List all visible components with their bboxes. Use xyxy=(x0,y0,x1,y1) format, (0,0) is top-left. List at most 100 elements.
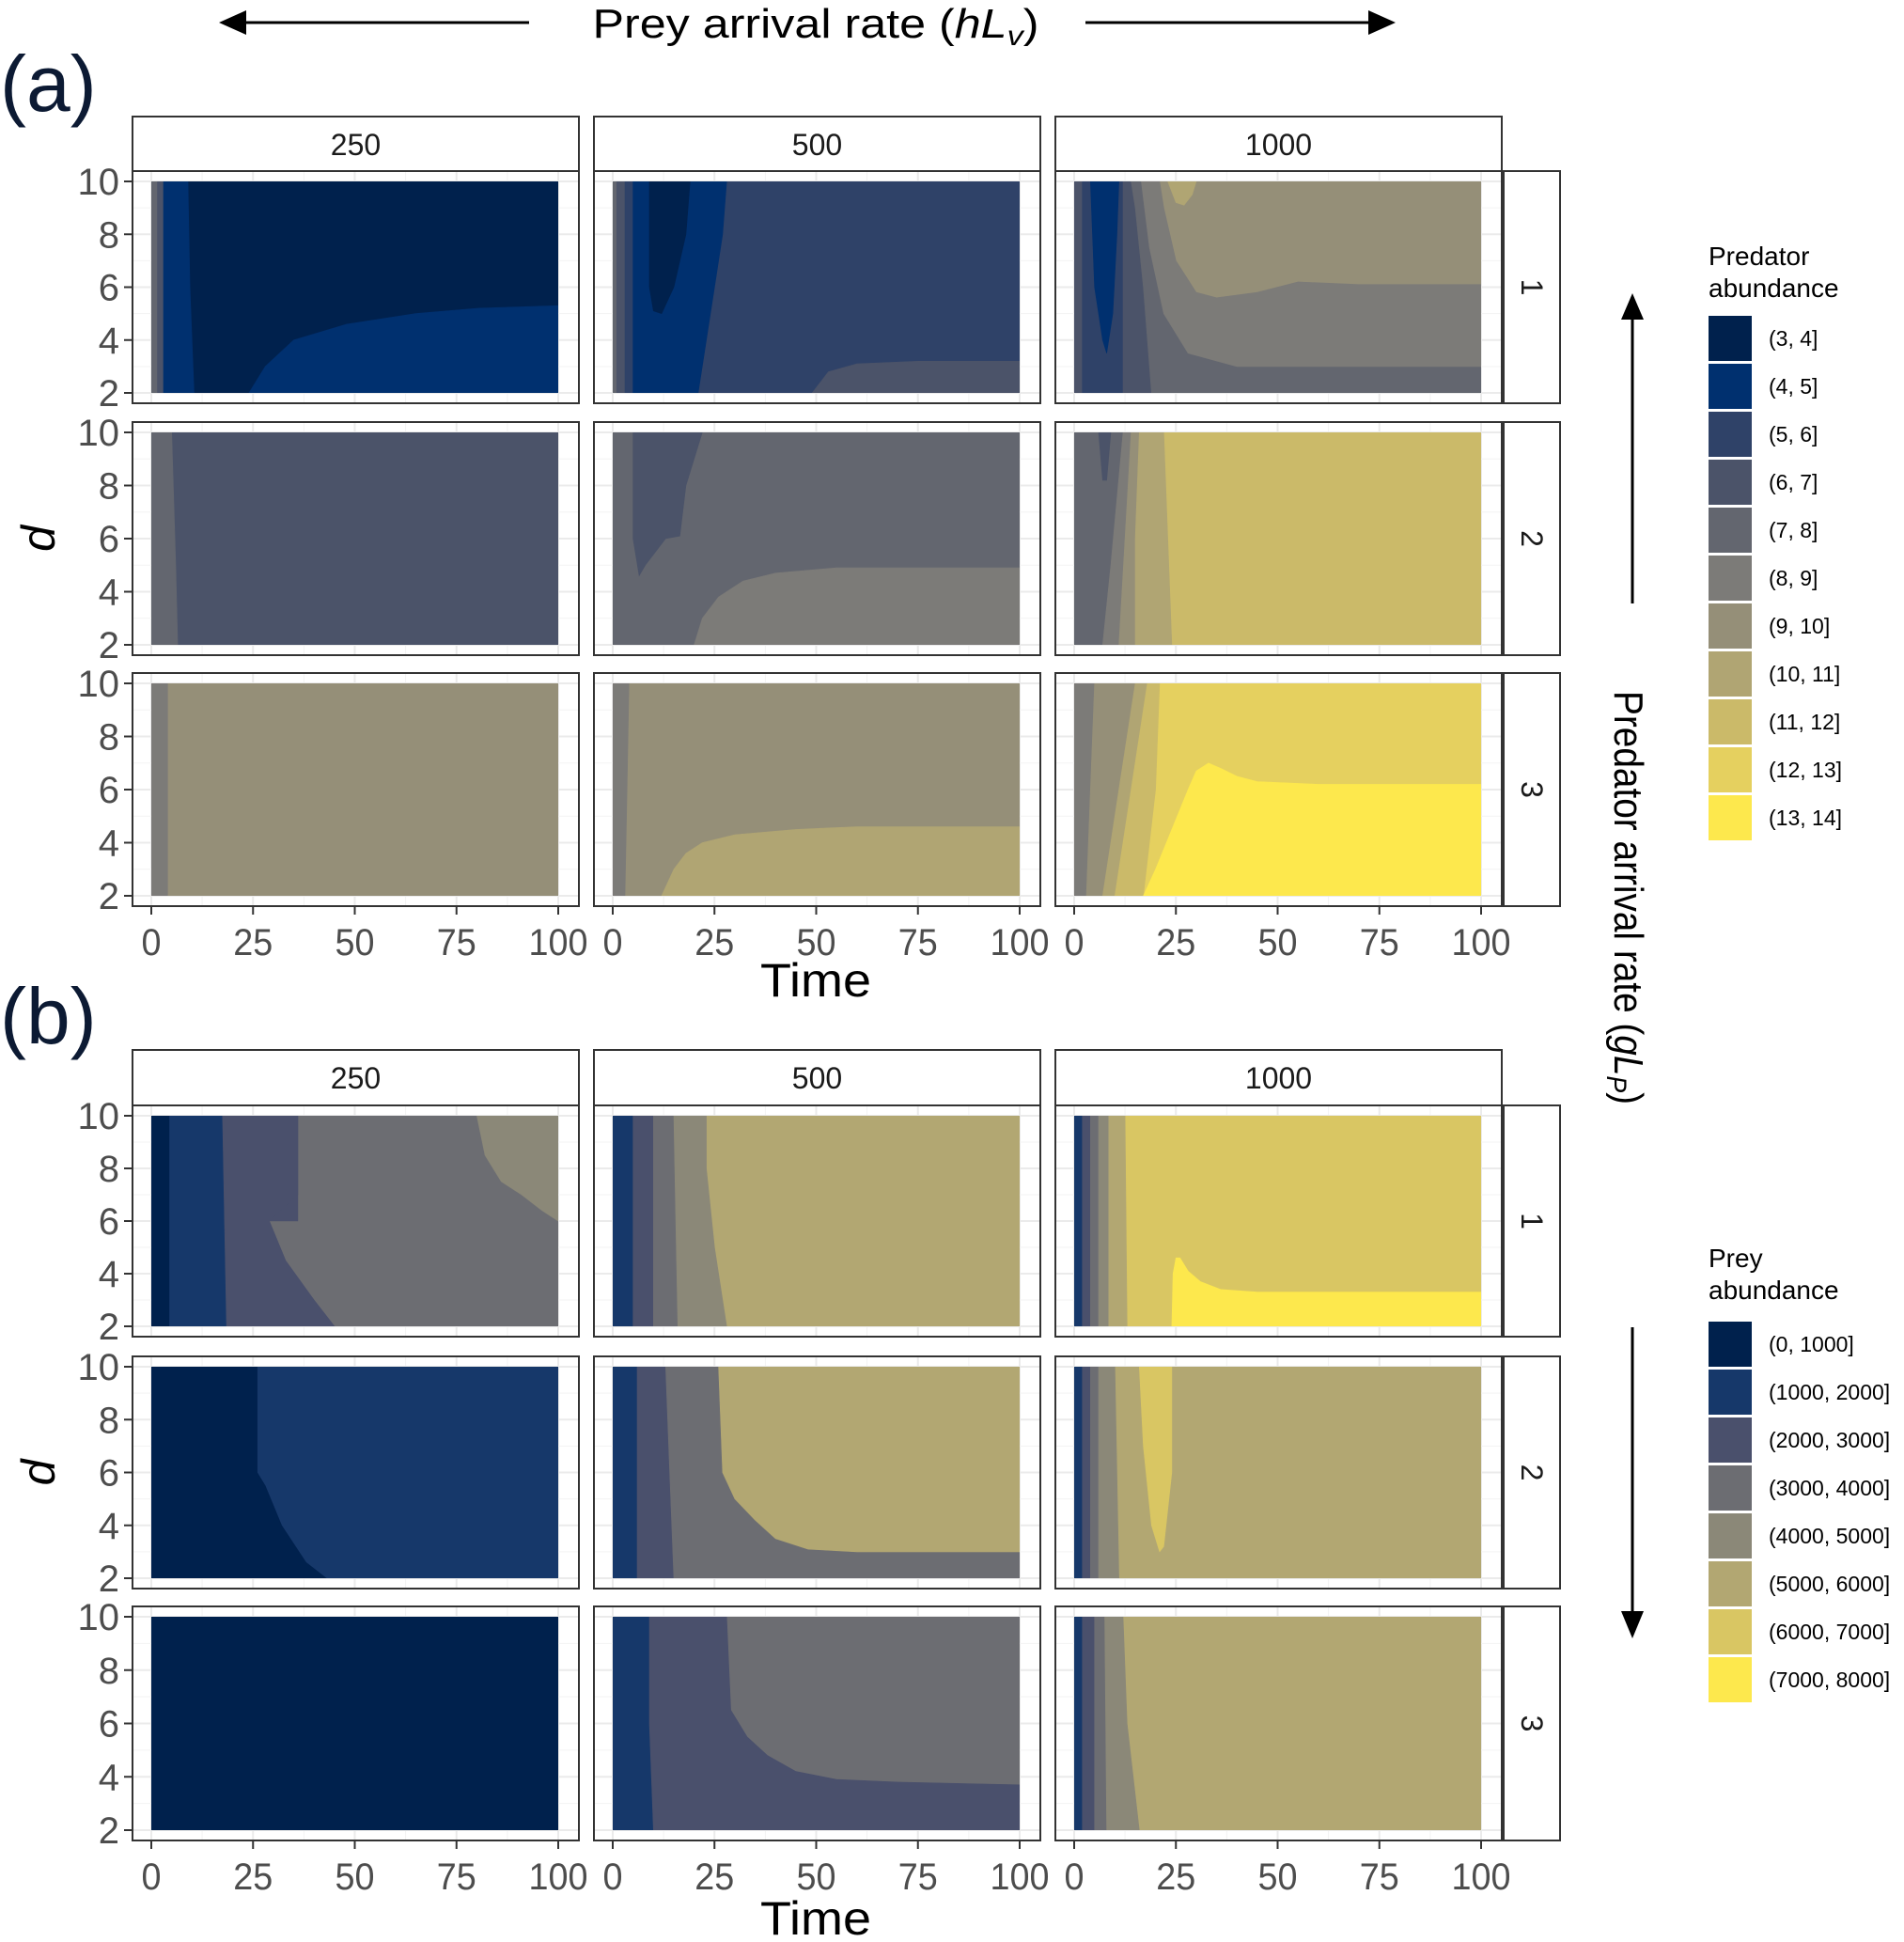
y-tick-label: 6 xyxy=(99,770,119,811)
x-tick-label: 100 xyxy=(991,1856,1050,1898)
panel-border xyxy=(593,421,1041,656)
panel-b-r3-c2: 0 25 50 75 100 xyxy=(593,1605,1050,1898)
y-tick-label: 10 xyxy=(78,1347,120,1388)
panel-b-r2-c2 xyxy=(593,1355,1041,1590)
x-tick-label: 50 xyxy=(1258,922,1298,963)
legend-item: (10, 11] xyxy=(1709,651,1840,697)
legend-swatch xyxy=(1709,1322,1752,1367)
contour-region-level-1 xyxy=(163,181,195,393)
y-tick-label: 4 xyxy=(99,823,119,865)
contour-regions xyxy=(151,432,179,645)
panel-b-r2-c1: 2 4 6 8 10 xyxy=(78,1347,580,1600)
legend-item: (0, 1000] xyxy=(1709,1322,1854,1367)
panel-border xyxy=(593,1104,1041,1338)
contour-region-level-1 xyxy=(613,1617,654,1830)
legend-label: (4, 5] xyxy=(1769,374,1818,399)
contour-region-level-2 xyxy=(648,1617,1020,1830)
row-strip-2: 2 xyxy=(1503,1355,1561,1590)
contour-region-level-5 xyxy=(151,683,168,896)
x-tick-label: 25 xyxy=(233,1856,273,1898)
panel-b-r1-c3 xyxy=(1054,1104,1503,1338)
legend-label: (6000, 7000] xyxy=(1769,1620,1890,1644)
y-tick-label: 10 xyxy=(78,1597,120,1638)
legend-label: (2000, 3000] xyxy=(1769,1428,1890,1452)
contour-region-level-5 xyxy=(1141,181,1481,368)
legend-label: (7000, 8000] xyxy=(1769,1668,1890,1692)
down-arrow-icon xyxy=(1621,1611,1644,1638)
y-tick-label: 6 xyxy=(99,1201,119,1243)
legend-item: (6000, 7000] xyxy=(1709,1609,1890,1654)
y-tick-label: 2 xyxy=(99,625,119,666)
col-strip-box xyxy=(593,1049,1041,1106)
row-strip-3: 3 xyxy=(1503,672,1561,907)
y-tick-label: 6 xyxy=(99,1453,119,1495)
y-tick-label: 8 xyxy=(99,1651,119,1692)
panel-a-r2-c3 xyxy=(1054,421,1503,656)
panel-border xyxy=(1054,170,1503,404)
y-tick-label: 4 xyxy=(99,1757,119,1798)
legend-item: (8, 9] xyxy=(1709,556,1818,601)
legend-swatch xyxy=(1709,412,1752,457)
contour-region-level-8 xyxy=(1114,683,1161,896)
x-tick-label: 50 xyxy=(336,1856,375,1898)
contour-region-level-2 xyxy=(624,181,633,393)
contour-regions xyxy=(1074,1367,1173,1578)
contour-regions xyxy=(613,432,1020,645)
contour-regions xyxy=(151,181,558,393)
x-tick-label: 0 xyxy=(1065,1856,1085,1898)
contour-region-level-2 xyxy=(632,1116,654,1326)
y-tick-label: 2 xyxy=(99,1307,119,1348)
legend-item: (13, 14] xyxy=(1709,795,1842,840)
legend-item: (5, 6] xyxy=(1709,412,1818,457)
contour-regions xyxy=(613,1116,727,1326)
panel-border xyxy=(593,170,1041,404)
legend-a: Predator abundance (3, 4] (4, 5] (5, 6] (6, 7… xyxy=(1709,242,1842,840)
legend-b: Prey abundance (0, 1000] (1000, 2000] (2000,… xyxy=(1709,1244,1890,1702)
row-strip-label: 1 xyxy=(1515,1213,1549,1229)
legend-swatch xyxy=(1709,747,1752,792)
y-tick-label: 2 xyxy=(99,876,119,917)
legend-swatch xyxy=(1709,316,1752,361)
contour-region-level-4 xyxy=(673,1116,727,1326)
y-axis-title: d xyxy=(12,524,65,552)
legend-swatch xyxy=(1709,364,1752,409)
col-strip-500: 500 xyxy=(593,116,1041,172)
contour-region-level-5 xyxy=(694,567,1020,645)
row-strip-box xyxy=(1503,170,1561,404)
y-tick-label: 10 xyxy=(78,413,120,454)
legend-label: (5, 6] xyxy=(1769,422,1818,446)
col-strip-250: 250 xyxy=(132,116,580,172)
legend-item: (5000, 6000] xyxy=(1709,1561,1890,1606)
contour-region-level-4 xyxy=(1098,1367,1119,1578)
row-strip-label: 3 xyxy=(1515,781,1549,798)
y-tick-label: 10 xyxy=(78,1096,120,1137)
x-tick-label: 75 xyxy=(898,922,938,963)
x-tick-label: 75 xyxy=(898,1856,938,1898)
left-arrow-icon xyxy=(219,10,246,35)
x-tick-label: 100 xyxy=(1452,1856,1511,1898)
legend-item: (1000, 2000] xyxy=(1709,1370,1890,1415)
contour-region-level-0 xyxy=(648,181,691,314)
legend-swatch xyxy=(1709,651,1752,697)
legend-label: (3, 4] xyxy=(1769,326,1818,351)
col-strip-box xyxy=(1054,1049,1503,1106)
y-tick-label: 4 xyxy=(99,572,119,614)
x-tick-label: 100 xyxy=(529,1856,588,1898)
legend-swatch xyxy=(1709,1465,1752,1511)
panel-b-label: (b) xyxy=(0,972,97,1060)
legends-layer: Predator abundance (3, 4] (4, 5] (5, 6] (6, 7… xyxy=(1709,242,1890,1702)
contour-region-level-7 xyxy=(661,826,1020,896)
legend-label: (3000, 4000] xyxy=(1769,1476,1890,1500)
y-tick-label: 6 xyxy=(99,1704,119,1746)
contour-region-level-7 xyxy=(1101,683,1148,896)
panel-a-r3-c2: 0 25 50 75 100 xyxy=(593,672,1050,963)
legend-item: (12, 13] xyxy=(1709,747,1842,792)
col-strip-1000: 1000 xyxy=(1054,116,1503,172)
x-axis-title: Time xyxy=(760,954,871,1007)
contour-region-level-1 xyxy=(1074,1116,1083,1326)
row-strip-2: 2 xyxy=(1503,421,1561,656)
x-axis-title: Time xyxy=(760,1892,871,1942)
y-tick-label: 10 xyxy=(78,664,120,705)
